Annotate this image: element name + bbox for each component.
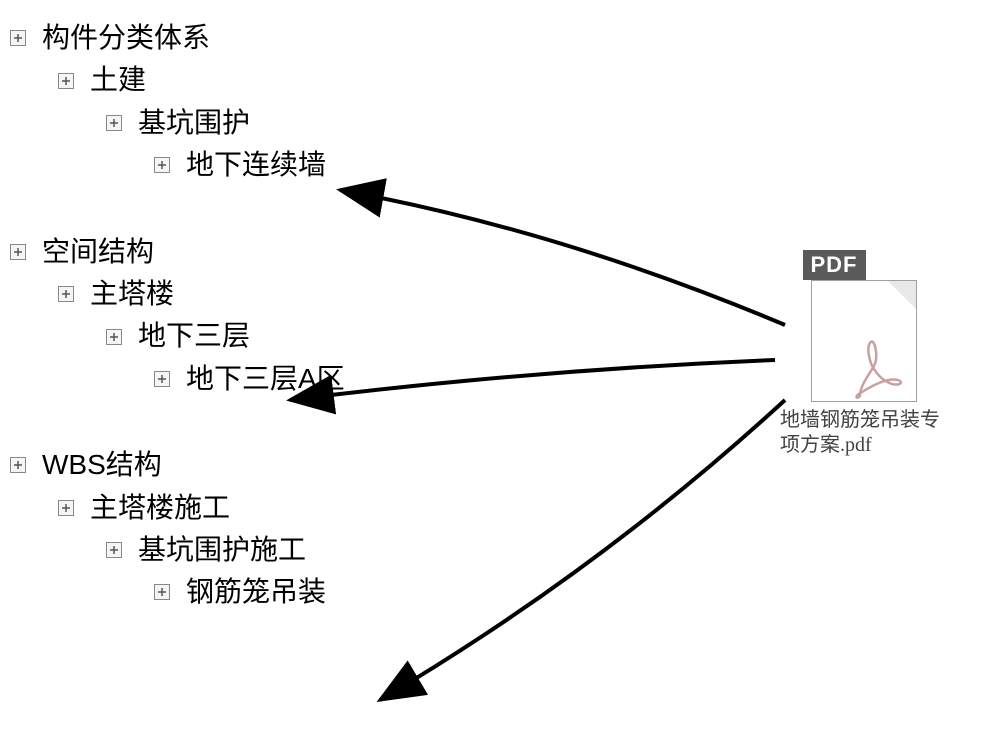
tree-node[interactable]: 土建 [58, 62, 345, 98]
pdf-filename: 地墙钢筋笼吊装专项方案.pdf [780, 408, 945, 458]
expand-icon[interactable] [154, 371, 170, 387]
tree-node[interactable]: 主塔楼施工 [58, 490, 345, 526]
tree-group: WBS结构 主塔楼施工 基坑围护施工 钢筋笼吊装 [10, 447, 345, 611]
tree-node[interactable]: 地下三层 [106, 318, 345, 354]
expand-icon[interactable] [10, 244, 26, 260]
node-label: WBS结构 [42, 447, 162, 483]
pdf-badge: PDF [803, 250, 866, 280]
expand-icon[interactable] [10, 30, 26, 46]
tree-node[interactable]: 主塔楼 [58, 276, 345, 312]
tree-container: 构件分类体系 土建 基坑围护 地下连续墙 空间结构 主塔楼 地下三层 [10, 20, 345, 661]
tree-group: 空间结构 主塔楼 地下三层 地下三层A区 [10, 234, 345, 398]
pdf-fold-icon [888, 281, 916, 309]
tree-node[interactable]: 地下连续墙 [154, 147, 345, 183]
pdf-page-icon [811, 280, 917, 402]
node-label: 地下三层A区 [186, 361, 345, 397]
node-label: 基坑围护施工 [138, 532, 306, 568]
tree-node[interactable]: WBS结构 [10, 447, 345, 483]
tree-node[interactable]: 空间结构 [10, 234, 345, 270]
expand-icon[interactable] [106, 115, 122, 131]
node-label: 钢筋笼吊装 [186, 574, 326, 610]
pdf-icon: PDF [803, 250, 923, 400]
node-label: 主塔楼 [90, 276, 174, 312]
acrobat-icon [840, 336, 910, 406]
tree-node[interactable]: 基坑围护 [106, 105, 345, 141]
node-label: 地下三层 [138, 318, 250, 354]
expand-icon[interactable] [106, 329, 122, 345]
pdf-file[interactable]: PDF 地墙钢筋笼吊装专项方案.pdf [780, 250, 945, 458]
expand-icon[interactable] [58, 286, 74, 302]
expand-icon[interactable] [58, 73, 74, 89]
tree-node[interactable]: 构件分类体系 [10, 20, 345, 56]
node-label: 基坑围护 [138, 105, 250, 141]
expand-icon[interactable] [58, 500, 74, 516]
tree-node[interactable]: 钢筋笼吊装 [154, 574, 345, 610]
tree-node[interactable]: 地下三层A区 [154, 361, 345, 397]
node-label: 土建 [90, 62, 146, 98]
tree-node[interactable]: 基坑围护施工 [106, 532, 345, 568]
node-label: 主塔楼施工 [90, 490, 230, 526]
tree-group: 构件分类体系 土建 基坑围护 地下连续墙 [10, 20, 345, 184]
node-label: 地下连续墙 [186, 147, 326, 183]
expand-icon[interactable] [154, 584, 170, 600]
expand-icon[interactable] [154, 157, 170, 173]
node-label: 空间结构 [42, 234, 154, 270]
expand-icon[interactable] [10, 457, 26, 473]
expand-icon[interactable] [106, 542, 122, 558]
node-label: 构件分类体系 [42, 20, 210, 56]
